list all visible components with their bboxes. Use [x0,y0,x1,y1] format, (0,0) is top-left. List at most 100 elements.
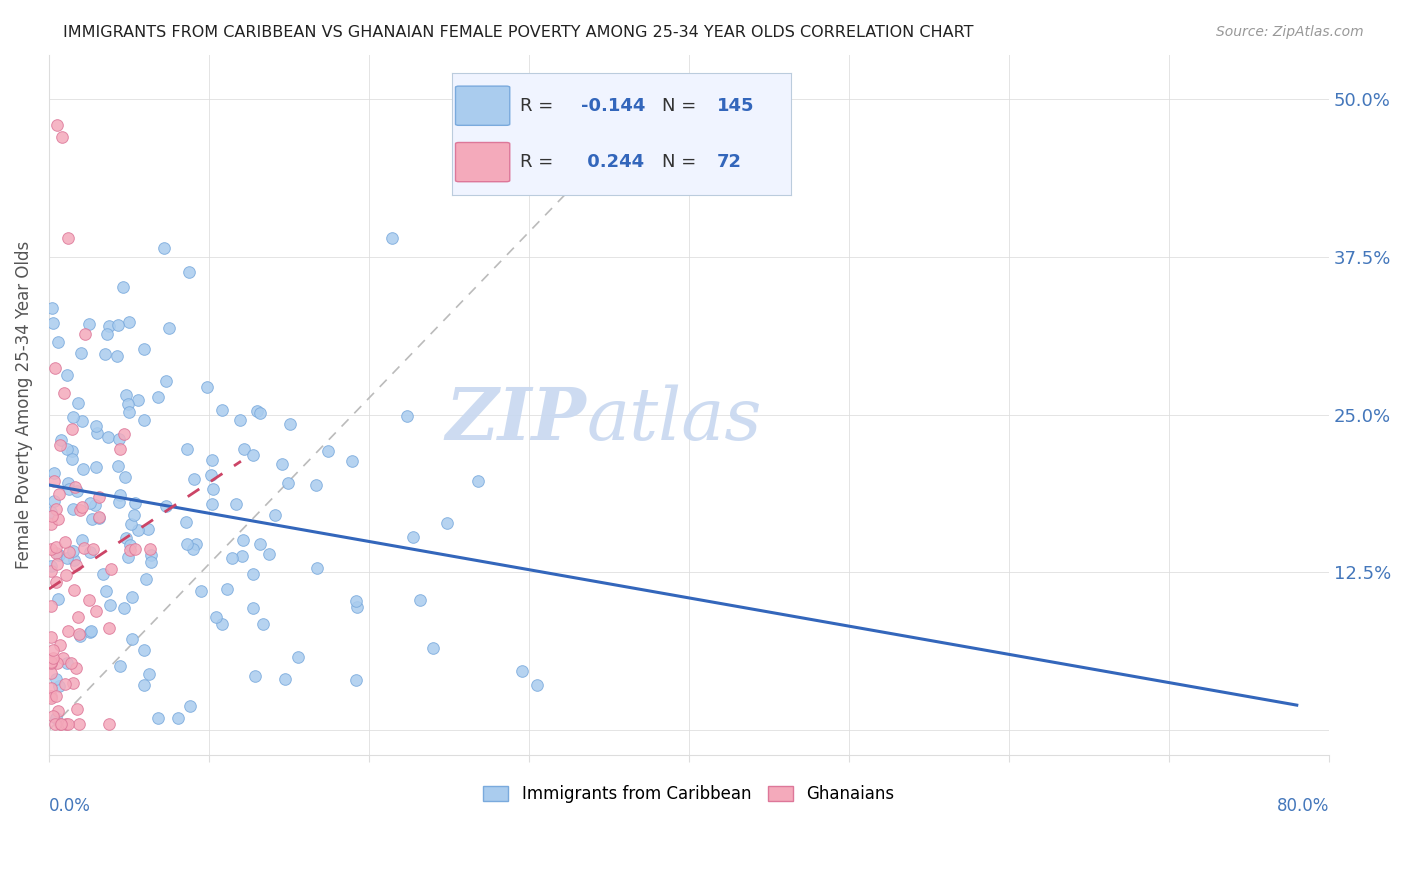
Point [118,542,141,557]
Point [200,453,222,467]
Point [48,549,70,563]
Point [181,542,204,557]
Point [259,547,281,561]
Text: atlas: atlas [586,384,762,455]
Point [179,699,201,714]
Point [44,716,66,731]
Point [86,425,108,440]
Point [117,405,139,419]
Point [183,472,205,486]
Point [280,417,302,431]
Point [136,523,159,537]
Point [58,545,80,559]
Point [190,584,212,599]
Point [39,630,62,644]
Point [242,448,264,462]
Point [114,470,136,484]
Point [305,477,328,491]
Text: IMMIGRANTS FROM CARIBBEAN VS GHANAIAN FEMALE POVERTY AMONG 25-34 YEAR OLDS CORRE: IMMIGRANTS FROM CARIBBEAN VS GHANAIAN FE… [63,25,974,40]
Point [215,582,238,596]
Point [62,582,84,597]
Point [45,557,67,571]
Point [70,346,93,360]
Point [44,361,66,376]
Point [55,442,77,457]
Text: Source: ZipAtlas.com: Source: ZipAtlas.com [1216,25,1364,39]
Point [132,412,155,426]
Point [249,406,271,420]
Legend: Immigrants from Caribbean, Ghanaians: Immigrants from Caribbean, Ghanaians [477,779,901,810]
Point [132,643,155,657]
Point [89,511,111,525]
Point [121,590,143,604]
Point [263,508,285,522]
Point [42,466,65,480]
Point [204,610,226,624]
Point [98,598,121,612]
Point [53,677,76,691]
Point [53,534,76,549]
Point [84,460,107,475]
Point [422,640,444,655]
Point [73,327,96,342]
Point [93,347,115,361]
Point [177,265,200,279]
Point [45,546,67,560]
Point [56,476,79,491]
Point [139,548,162,562]
Point [39,681,62,696]
Point [55,716,77,731]
Point [402,530,425,544]
Point [409,593,432,607]
Point [65,558,87,572]
Point [62,502,84,516]
Text: ZIP: ZIP [446,384,586,455]
Point [80,624,103,638]
Point [229,413,252,427]
Point [39,690,62,704]
Point [60,422,83,436]
Point [56,624,79,638]
Point [42,475,65,489]
Point [65,661,87,675]
Point [132,678,155,692]
Point [211,616,233,631]
Point [176,442,198,456]
Point [305,560,328,574]
Point [83,498,105,512]
Point [436,516,458,530]
Point [148,710,170,724]
Point [127,523,149,537]
Point [39,558,62,573]
Point [39,599,62,613]
Point [41,691,63,706]
Point [270,457,292,471]
Point [115,388,138,402]
Point [66,610,89,624]
Point [233,442,256,456]
Point [526,678,548,692]
Point [84,604,107,618]
Point [84,418,107,433]
Point [45,689,67,703]
Point [70,500,93,515]
Point [242,567,264,582]
Point [41,709,63,723]
Point [60,444,83,458]
Point [67,395,90,409]
Point [124,541,146,556]
Point [79,545,101,559]
Point [39,564,62,578]
Point [62,543,84,558]
Point [56,231,79,245]
Point [45,574,67,589]
Point [118,538,141,552]
Point [117,550,139,565]
Point [200,497,222,511]
Point [184,537,207,551]
Point [41,301,63,315]
Point [69,629,91,643]
Text: 0.0%: 0.0% [49,797,91,815]
Point [96,327,118,342]
Point [110,442,132,456]
